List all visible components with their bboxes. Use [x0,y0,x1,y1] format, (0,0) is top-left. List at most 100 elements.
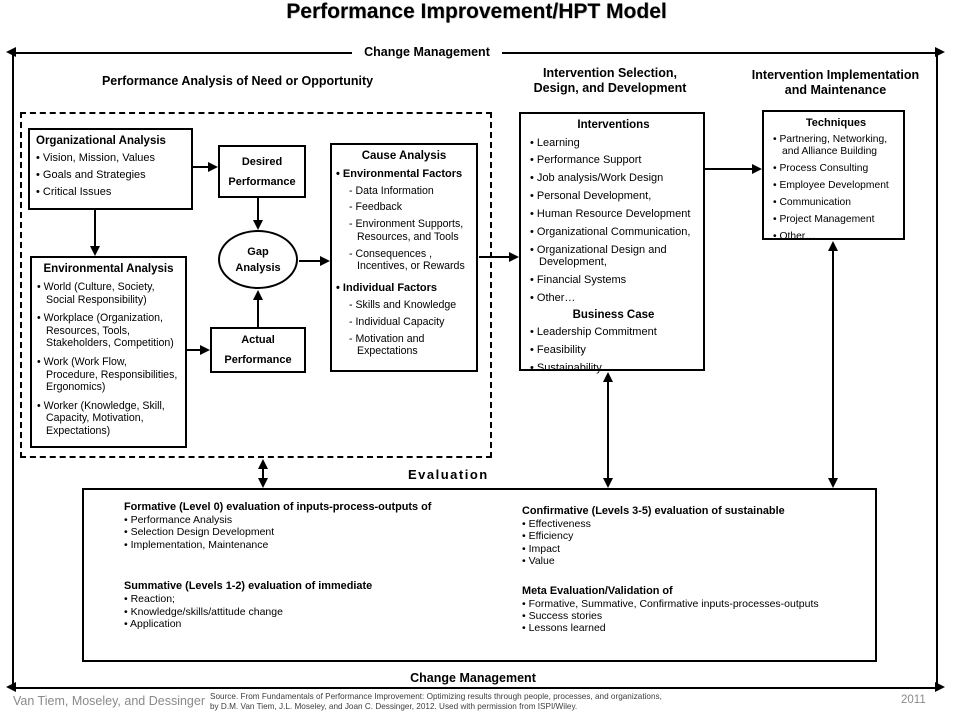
header-line: Design, and Development [533,81,687,95]
arrow-line [704,168,753,170]
footer-source-line: by D.M. Van Tiem, J.L. Moseley, and Joan… [210,702,578,711]
arrow-down-icon [828,478,838,488]
evaluation-label: Evaluation [408,467,489,482]
evaluation-box: Formative (Level 0) evaluation of inputs… [82,488,877,662]
header-line: Intervention Implementation [751,68,920,82]
list-item: Application [124,618,524,630]
list-item: Consequences , Incentives, or Rewards [349,248,472,273]
individual-factors-items: Skills and Knowledge Individual Capacity M… [336,299,472,358]
list-item: Other… [773,231,899,243]
arrow-line [186,349,201,351]
arrow-up-icon [603,372,613,382]
list-item: Goals and Strategies [36,169,185,181]
frame-bottom-line [16,687,936,689]
box-label-line: Desired [241,155,283,168]
arrow-left-icon [6,682,16,692]
meta-evaluation-items: Formative, Summative, Confirmative input… [522,598,870,635]
arrow-left-icon [6,47,16,57]
arrow-line [257,197,259,221]
arrow-line [191,166,208,168]
list-item: Motivation and Expectations [349,333,472,358]
list-item: Implementation, Maintenance [124,539,524,551]
meta-evaluation-heading: Meta Evaluation/Validation of [522,584,673,597]
performance-analysis-dashed-region [20,112,492,458]
interventions-box: Interventions Learning Performance Suppor… [519,112,705,374]
arrow-down-icon [253,220,263,230]
list-item: Communication [773,197,899,209]
arrow-line [479,256,510,258]
change-management-top-label: Change Management [352,44,502,61]
organizational-analysis-items: Vision, Mission, Values Goals and Strateg… [36,152,185,198]
arrow-line [832,249,834,480]
box-title: Techniques [805,117,867,129]
footer-year: 2011 [901,694,926,706]
list-item: Human Resource Development [530,208,697,220]
arrow-up-icon [258,459,268,469]
arrow-right-icon [320,256,330,266]
arrow-line [262,467,264,481]
list-item: World (Culture, Society, Social Responsi… [37,281,180,306]
formative-heading: Formative (Level 0) evaluation of inputs… [124,501,432,513]
techniques-box: Techniques Partnering, Networking, and A… [762,110,905,243]
list-item: Skills and Knowledge [349,299,472,311]
list-item: Job analysis/Work Design [530,172,697,184]
performance-analysis-header: Performance Analysis of Need or Opportun… [101,74,374,88]
list-item: Project Management [773,214,899,226]
list-item: Process Consulting [773,163,899,175]
arrow-up-icon [253,290,263,300]
list-item: Performance Analysis [124,514,524,526]
list-item: Effectiveness [522,518,870,530]
list-item: Employee Development [773,180,899,192]
organizational-analysis-box: Organizational Analysis Vision, Mission,… [28,128,193,210]
evaluation-right-column: Confirmative (Levels 3-5) evaluation of … [522,505,870,635]
list-item: Learning [530,137,697,149]
change-management-bottom-label: Change Management [394,670,552,687]
actual-performance-box: Actual Performance [210,327,306,373]
box-label-line: Actual [241,334,275,346]
interventions-items: Learning Performance Support Job analysis/… [530,137,697,305]
intervention-selection-header: Intervention Selection, Design, and Deve… [512,66,708,96]
list-item: Organizational Design and Development, [530,244,697,269]
arrow-line [299,260,321,262]
confirmative-block: Confirmative (Levels 3-5) evaluation of … [522,505,870,568]
formative-block: Formative (Level 0) evaluation of inputs… [124,501,524,551]
techniques-items: Partnering, Networking, and Alliance Bui… [773,134,899,243]
box-label-line: Analysis [235,261,281,274]
box-label-line: Performance [228,175,296,188]
meta-evaluation-block: Meta Evaluation/Validation of Formative,… [522,585,870,635]
box-title: Organizational Analysis [36,135,166,147]
confirmative-heading: Confirmative (Levels 3-5) evaluation of … [522,505,785,517]
arrow-line [607,380,609,480]
footer-authors: Van Tiem, Moseley, and Dessinger [13,694,205,708]
header-line: Intervention Selection, [542,66,678,80]
arrow-right-icon [752,164,762,174]
arrow-up-icon [828,241,838,251]
list-item: Feedback [349,201,472,213]
list-item: Success stories [522,610,870,622]
summative-items: Reaction;Knowledge/skills/attitude chang… [124,593,524,630]
business-case-label: Business Case [572,308,655,321]
list-item: Environment Supports, Resources, and Too… [349,218,472,243]
box-label-line: Gap [247,245,269,258]
list-item: Other… [530,292,697,304]
arrow-down-icon [90,246,100,256]
arrow-right-icon [935,47,945,57]
evaluation-left-column: Formative (Level 0) evaluation of inputs… [124,501,524,630]
list-item: Reaction; [124,593,524,605]
list-item: Lessons learned [522,622,870,634]
list-item: Organizational Communication, [530,226,697,238]
list-item: Critical Issues [36,186,185,198]
desired-performance-box: Desired Performance [218,145,306,198]
list-item: Efficiency [522,530,870,542]
frame-left-line [12,52,14,689]
list-item: Feasibility [530,344,697,356]
summative-heading: Summative (Levels 1-2) evaluation of imm… [124,580,373,593]
gap-analysis-ellipse: Gap Analysis [218,230,298,289]
arrow-right-icon [200,345,210,355]
list-item: Value [522,555,870,567]
list-item: Personal Development, [530,190,697,202]
box-title: Cause Analysis [361,150,447,162]
page-title: Performance Improvement/HPT Model [286,0,667,23]
list-item: Vision, Mission, Values [36,152,185,164]
list-item: Selection Design Development [124,526,524,538]
